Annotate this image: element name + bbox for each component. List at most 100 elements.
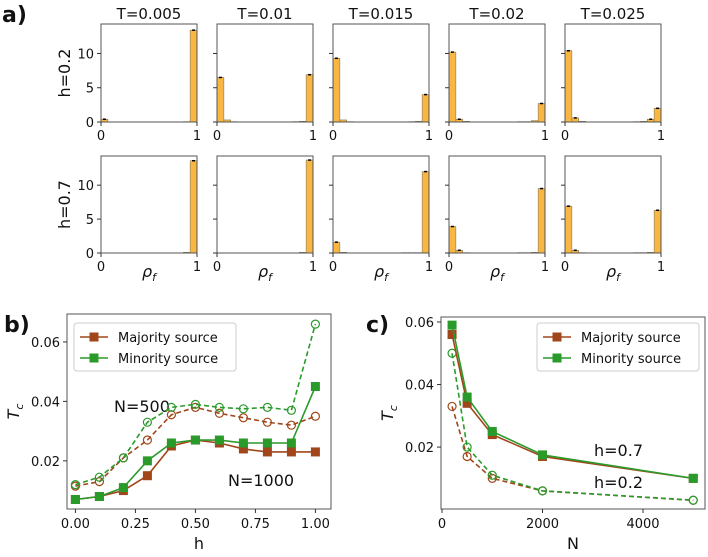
annotation-n1000: N=1000: [228, 471, 294, 490]
data-point: [119, 483, 128, 492]
histogram-panel: [213, 24, 313, 126]
y-tick-label: 0.02: [405, 441, 434, 456]
data-point: [143, 456, 152, 465]
data-point: [263, 439, 272, 448]
column-title: T=0.025: [580, 5, 646, 23]
x-tick-label: 0: [329, 129, 337, 144]
x-tick-label: 0: [213, 129, 221, 144]
legend-marker: [90, 333, 99, 342]
panel-label-b: b): [4, 313, 30, 338]
data-point: [71, 495, 80, 504]
data-point: [191, 436, 200, 445]
axes-frame: [333, 24, 429, 122]
x-tick-label: 0: [445, 129, 453, 144]
row-label: h=0.2: [55, 49, 74, 98]
x-tick-label: 0: [561, 260, 569, 275]
y-axis-label: Tc: [4, 404, 26, 420]
histogram-bar: [654, 210, 661, 253]
legend-entry: Majority source: [118, 331, 218, 346]
axes-frame: [333, 156, 429, 253]
histogram-panel: [97, 24, 197, 126]
y-tick-label: 5: [86, 213, 94, 228]
y-tick-label: 0.04: [31, 395, 60, 410]
x-tick-label: 0: [445, 260, 453, 275]
data-point: [448, 321, 457, 330]
x-tick-label: 1: [541, 129, 549, 144]
x-axis-label: ρf: [374, 262, 390, 284]
y-tick-label: 0.04: [405, 379, 434, 394]
legend-entry: Minority source: [581, 352, 681, 367]
x-tick-label: 0: [329, 260, 337, 275]
histogram-bar: [565, 206, 572, 253]
line-chart-c: [437, 317, 705, 513]
data-point: [287, 447, 296, 456]
x-tick-label: 0: [97, 129, 105, 144]
y-tick-label: 0.06: [31, 336, 60, 351]
x-axis-label: h: [194, 534, 204, 553]
histogram-bar: [190, 161, 197, 253]
axes-frame: [101, 156, 197, 253]
x-axis-label: ρf: [258, 262, 274, 284]
column-title: T=0.02: [468, 5, 524, 23]
x-tick-label: 1: [657, 260, 665, 275]
histogram-bar: [449, 52, 456, 122]
histogram-bar: [538, 103, 545, 122]
x-tick-label: 0.75: [241, 517, 270, 532]
histogram-bar: [422, 95, 429, 122]
x-tick-label: 0: [97, 260, 105, 275]
histogram-panel: [329, 24, 429, 126]
x-tick-label: 0: [213, 260, 221, 275]
x-tick-label: 1: [193, 129, 201, 144]
histogram-panel: [97, 156, 197, 257]
column-title: T=0.01: [236, 5, 292, 23]
column-title: T=0.015: [348, 5, 414, 23]
x-tick-label: 1: [309, 260, 317, 275]
histogram-bar: [217, 77, 224, 122]
histogram-panel: [561, 24, 661, 126]
column-title: T=0.005: [116, 5, 182, 23]
axes-frame: [565, 156, 661, 253]
y-tick-label: 0.06: [405, 316, 434, 331]
data-point: [311, 382, 320, 391]
x-tick-label: 4000: [626, 517, 659, 532]
data-point: [143, 471, 152, 480]
histogram-bar: [538, 189, 545, 253]
y-tick-label: 10: [77, 47, 94, 62]
histogram-panel: [329, 156, 429, 257]
data-point: [311, 412, 319, 420]
x-tick-label: 1: [193, 260, 201, 275]
y-axis-label: Tc: [378, 405, 400, 421]
y-tick-label: 0.02: [31, 455, 60, 470]
data-point: [689, 474, 698, 483]
histogram-bar: [306, 160, 313, 253]
histogram-bar: [565, 51, 572, 122]
x-axis-label: N: [567, 534, 579, 553]
histogram-bar: [654, 108, 661, 122]
x-tick-label: 1: [657, 129, 665, 144]
axes-frame: [449, 24, 545, 122]
legend-entry: Majority source: [581, 331, 681, 346]
histogram-bar: [190, 30, 197, 122]
histogram-panel: [213, 156, 313, 257]
x-tick-label: 1: [425, 129, 433, 144]
data-point: [538, 450, 547, 459]
row-label: h=0.7: [55, 180, 74, 229]
histogram-bar: [333, 242, 340, 253]
axes-frame: [217, 24, 313, 122]
histogram-bar: [422, 172, 429, 253]
panel-label-a: a): [2, 3, 27, 28]
x-tick-label: 0.50: [181, 517, 210, 532]
data-point: [263, 447, 272, 456]
axes-frame: [217, 156, 313, 253]
x-tick-label: 1: [309, 129, 317, 144]
histogram-bar: [333, 58, 340, 122]
x-axis-label: ρf: [142, 262, 158, 284]
y-tick-label: 5: [86, 82, 94, 97]
annotation-h07: h=0.7: [594, 441, 643, 460]
annotation-h02: h=0.2: [594, 473, 643, 492]
histogram-bar: [306, 75, 313, 122]
histogram-panel: [445, 156, 545, 257]
legend-marker: [90, 354, 99, 363]
